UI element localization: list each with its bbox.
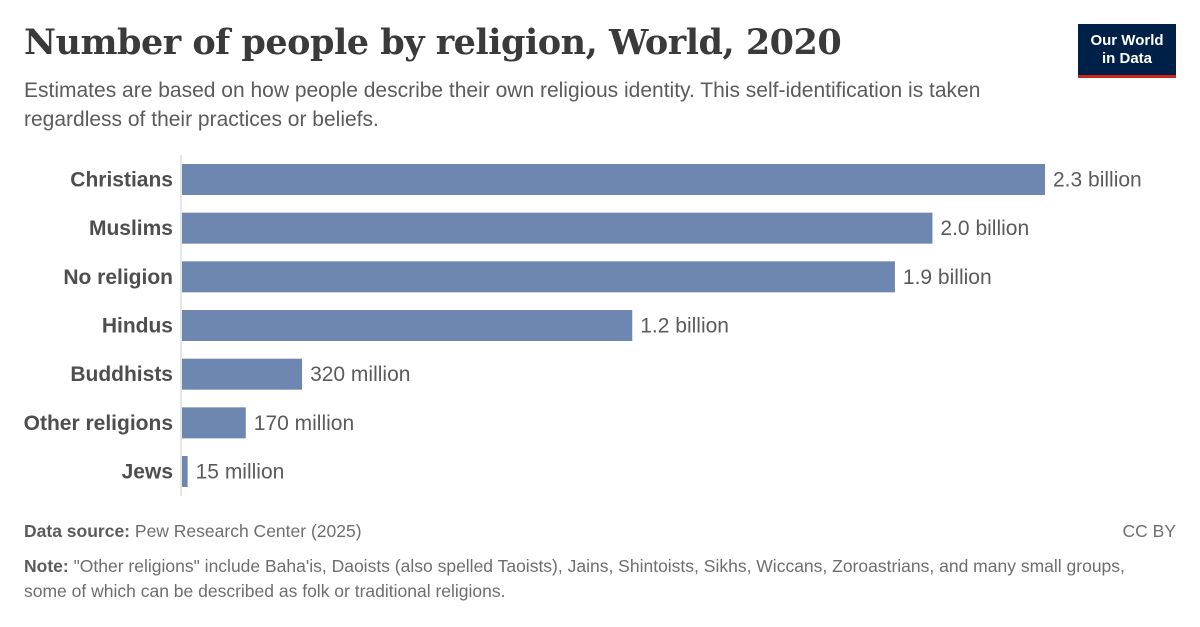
logo-line-1: Our World: [1090, 32, 1164, 49]
value-label: 170 million: [254, 412, 354, 435]
category-label: Jews: [122, 461, 173, 484]
chart-subtitle: Estimates are based on how people descri…: [24, 79, 981, 131]
value-label: 1.9 billion: [903, 266, 992, 289]
bar[interactable]: [182, 212, 933, 244]
category-label: Buddhists: [70, 363, 173, 386]
bar[interactable]: [182, 164, 1045, 195]
data-source-link[interactable]: Pew Research Center (2025): [134, 521, 362, 541]
chart-note: Note: "Other religions" include Baha'is,…: [24, 554, 1134, 604]
category-label: Christians: [70, 169, 173, 192]
value-label: 15 million: [196, 461, 285, 484]
data-source-label: Data source:: [24, 521, 131, 541]
owid-logo[interactable]: Our World in Data: [1078, 24, 1176, 78]
bar[interactable]: [182, 407, 246, 439]
category-label: Hindus: [102, 315, 173, 338]
value-label: 1.2 billion: [640, 315, 729, 338]
chart-title: Number of people by religion, World, 202…: [24, 22, 842, 63]
value-label: 2.0 billion: [940, 217, 1029, 240]
category-label: Other religions: [24, 412, 173, 435]
value-label: 2.3 billion: [1053, 169, 1142, 192]
note-text: "Other religions" include Baha'is, Daois…: [24, 556, 1125, 601]
bar[interactable]: [182, 456, 188, 488]
data-source: Data source: Pew Research Center (2025): [24, 521, 362, 542]
bar[interactable]: [182, 358, 303, 390]
logo-line-2: in Data: [1101, 50, 1152, 67]
category-label: No religion: [63, 266, 173, 289]
bar[interactable]: [182, 310, 633, 342]
note-label: Note:: [24, 556, 69, 576]
value-label: 320 million: [310, 363, 410, 386]
category-label: Muslims: [89, 217, 173, 240]
bar[interactable]: [182, 261, 895, 293]
license-link[interactable]: CC BY: [1122, 521, 1176, 541]
